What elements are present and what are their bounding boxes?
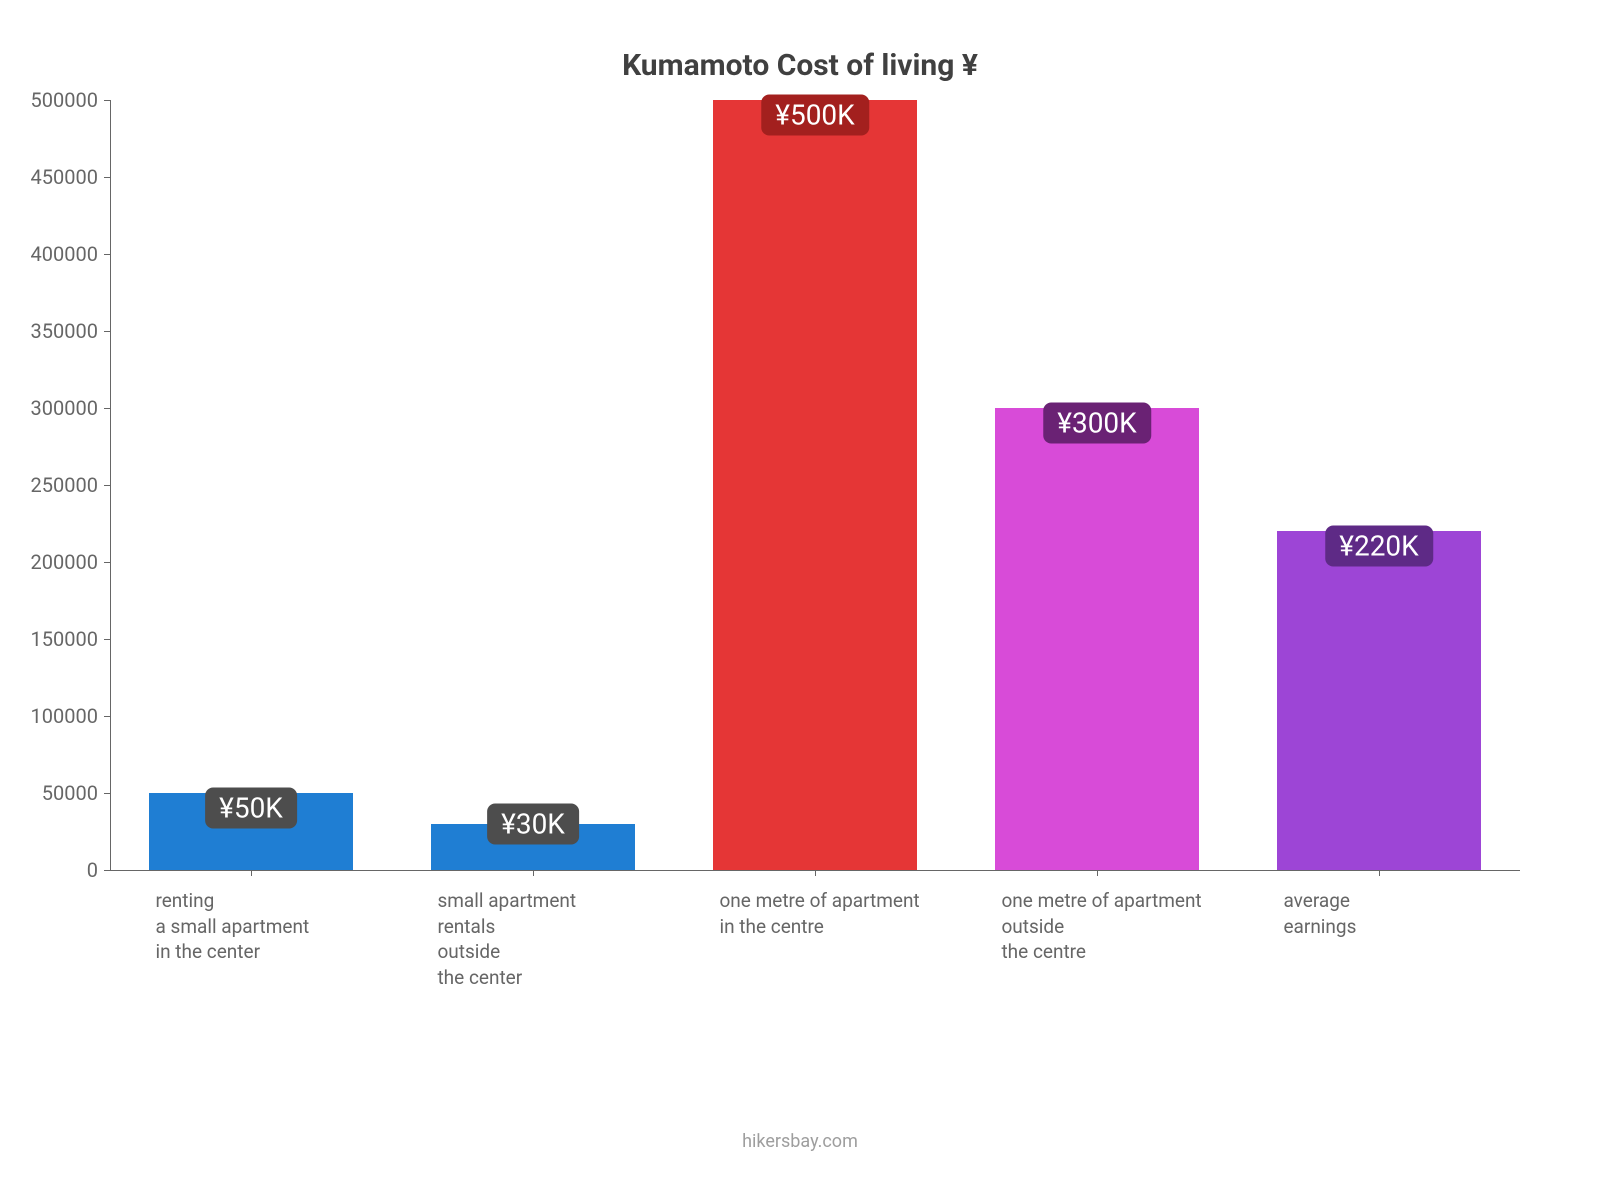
y-tick-label: 0 bbox=[87, 858, 98, 882]
y-tick-label: 50000 bbox=[42, 781, 98, 805]
bar bbox=[713, 100, 916, 870]
y-tick-mark bbox=[104, 870, 110, 871]
y-tick-mark bbox=[104, 408, 110, 409]
y-tick-label: 450000 bbox=[31, 165, 98, 189]
x-axis-label: one metre of apartment outside the centr… bbox=[1001, 888, 1283, 965]
y-tick-mark bbox=[104, 100, 110, 101]
y-tick-mark bbox=[104, 331, 110, 332]
x-tick-mark bbox=[1379, 870, 1380, 876]
y-tick-mark bbox=[104, 639, 110, 640]
bar-value-label: ¥50K bbox=[205, 788, 297, 829]
bar bbox=[995, 408, 1198, 870]
x-tick-mark bbox=[251, 870, 252, 876]
y-tick-mark bbox=[104, 716, 110, 717]
x-axis-label: small apartment rentals outside the cent… bbox=[437, 888, 719, 991]
chart-source-footer: hikersbay.com bbox=[0, 1131, 1600, 1152]
y-tick-label: 500000 bbox=[31, 88, 98, 112]
y-tick-label: 200000 bbox=[31, 550, 98, 574]
y-tick-mark bbox=[104, 254, 110, 255]
chart-plot-area: 0500001000001500002000002500003000003500… bbox=[110, 100, 1520, 870]
bar-value-label: ¥500K bbox=[761, 95, 869, 136]
x-axis-label: one metre of apartment in the centre bbox=[719, 888, 1001, 939]
bar-value-label: ¥300K bbox=[1043, 403, 1151, 444]
bar-value-label: ¥220K bbox=[1325, 526, 1433, 567]
x-tick-mark bbox=[1097, 870, 1098, 876]
x-tick-mark bbox=[533, 870, 534, 876]
y-tick-label: 400000 bbox=[31, 242, 98, 266]
x-axis-label: renting a small apartment in the center bbox=[155, 888, 437, 965]
y-tick-label: 150000 bbox=[31, 627, 98, 651]
y-tick-mark bbox=[104, 793, 110, 794]
y-tick-mark bbox=[104, 485, 110, 486]
x-tick-mark bbox=[815, 870, 816, 876]
y-tick-mark bbox=[104, 562, 110, 563]
y-tick-mark bbox=[104, 177, 110, 178]
y-tick-label: 250000 bbox=[31, 473, 98, 497]
y-tick-label: 300000 bbox=[31, 396, 98, 420]
y-tick-label: 100000 bbox=[31, 704, 98, 728]
y-axis-line bbox=[110, 100, 111, 870]
chart-title: Kumamoto Cost of living ¥ bbox=[0, 48, 1600, 83]
bar bbox=[1277, 531, 1480, 870]
x-axis-label: average earnings bbox=[1283, 888, 1565, 939]
y-tick-label: 350000 bbox=[31, 319, 98, 343]
bar-value-label: ¥30K bbox=[487, 803, 579, 844]
